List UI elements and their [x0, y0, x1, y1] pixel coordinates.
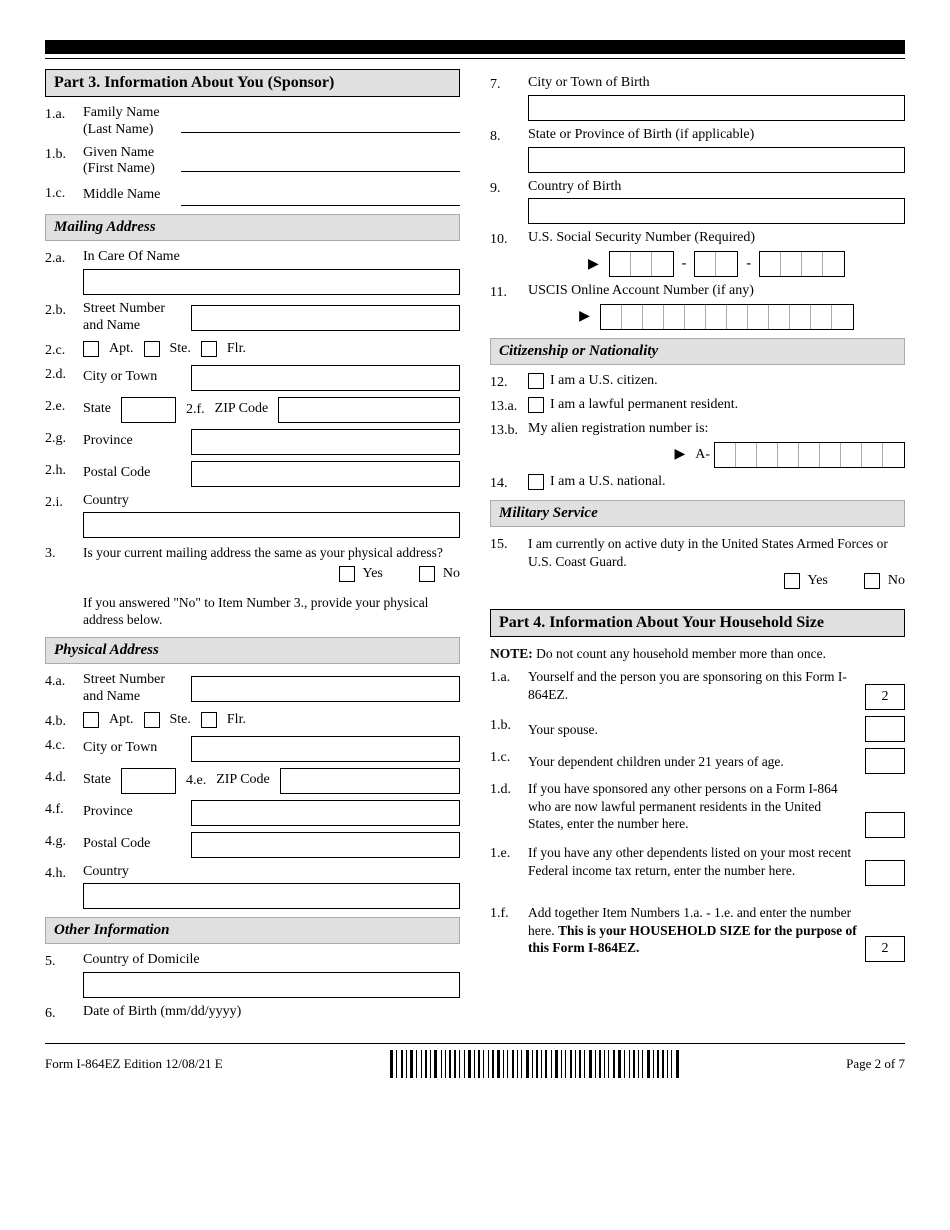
input-in-care-of[interactable]: [83, 269, 460, 295]
row-1c: 1.c. Middle Name: [45, 184, 460, 206]
part3-header: Part 3. Information About You (Sponsor): [45, 69, 460, 97]
input-phys-country[interactable]: [83, 883, 460, 909]
checkbox-flr[interactable]: [201, 341, 217, 357]
top-black-bar: [45, 40, 905, 54]
input-birth-country[interactable]: [528, 198, 905, 224]
input-country[interactable]: [83, 512, 460, 538]
label-middle-name: Middle Name: [83, 187, 173, 204]
top-thin-rule: [45, 58, 905, 59]
checkbox-lpr[interactable]: [528, 397, 544, 413]
checkbox-q3-no[interactable]: [419, 566, 435, 582]
household-1d-value[interactable]: [865, 812, 905, 838]
label-given-name: Given Name (First Name): [83, 145, 173, 179]
input-province[interactable]: [191, 429, 460, 455]
part4-header: Part 4. Information About Your Household…: [490, 609, 905, 637]
input-postal-code[interactable]: [191, 461, 460, 487]
part4-note: NOTE: Do not count any household member …: [490, 645, 905, 663]
checkbox-phys-apt[interactable]: [83, 712, 99, 728]
input-given-name[interactable]: [181, 150, 460, 172]
footer-page-number: Page 2 of 7: [846, 1056, 905, 1072]
q3-text: Is your current mailing address the same…: [83, 544, 460, 562]
checkbox-apt[interactable]: [83, 341, 99, 357]
arrow-icon: ▶: [579, 308, 590, 325]
right-column: 7. City or Town of Birth 8. State or Pro…: [490, 69, 905, 1028]
household-1b-value[interactable]: [865, 716, 905, 742]
other-info-header: Other Information: [45, 917, 460, 944]
checkbox-military-yes[interactable]: [784, 573, 800, 589]
physical-address-header: Physical Address: [45, 637, 460, 664]
input-zip[interactable]: [278, 397, 460, 423]
label-in-care-of: In Care Of Name: [83, 249, 460, 266]
checkbox-ste[interactable]: [144, 341, 160, 357]
q3-note: If you answered "No" to Item Number 3., …: [83, 594, 460, 629]
uscis-field[interactable]: ▶: [528, 304, 905, 330]
input-birth-city[interactable]: [528, 95, 905, 121]
input-state[interactable]: [121, 397, 176, 423]
input-city[interactable]: [191, 365, 460, 391]
checkbox-us-national[interactable]: [528, 474, 544, 490]
household-1c-value[interactable]: [865, 748, 905, 774]
row-1b: 1.b. Given Name (First Name): [45, 145, 460, 179]
input-phys-state[interactable]: [121, 768, 176, 794]
footer-form-id: Form I-864EZ Edition 12/08/21 E: [45, 1056, 223, 1072]
checkbox-phys-flr[interactable]: [201, 712, 217, 728]
household-1f-text: Add together Item Numbers 1.a. - 1.e. an…: [528, 904, 857, 957]
checkbox-us-citizen[interactable]: [528, 373, 544, 389]
ssn-field[interactable]: ▶ - -: [528, 251, 905, 277]
label-family-name: Family Name (Last Name): [83, 105, 173, 139]
label-street: Street Number and Name: [83, 301, 183, 335]
label-city: City or Town: [83, 369, 183, 386]
arrow-icon: ▶: [674, 446, 685, 463]
arrow-icon: ▶: [588, 256, 599, 273]
input-phys-street[interactable]: [191, 676, 460, 702]
checkbox-q3-yes[interactable]: [339, 566, 355, 582]
left-column: Part 3. Information About You (Sponsor) …: [45, 69, 460, 1028]
household-1a-value[interactable]: 2: [865, 684, 905, 710]
citizenship-header: Citizenship or Nationality: [490, 338, 905, 365]
input-middle-name[interactable]: [181, 184, 460, 206]
input-phys-zip[interactable]: [280, 768, 460, 794]
num-1a: 1.a.: [45, 105, 83, 123]
barcode-icon: [390, 1050, 679, 1078]
checkbox-phys-ste[interactable]: [144, 712, 160, 728]
checkbox-military-no[interactable]: [864, 573, 880, 589]
military-header: Military Service: [490, 500, 905, 527]
input-domicile[interactable]: [83, 972, 460, 998]
input-birth-state[interactable]: [528, 147, 905, 173]
input-family-name[interactable]: [181, 111, 460, 133]
input-phys-city[interactable]: [191, 736, 460, 762]
input-phys-postal[interactable]: [191, 832, 460, 858]
row-1a: 1.a. Family Name (Last Name): [45, 105, 460, 139]
alien-number-field[interactable]: ▶ A-: [528, 442, 905, 468]
mailing-address-header: Mailing Address: [45, 214, 460, 241]
page-footer: Form I-864EZ Edition 12/08/21 E Page 2 o…: [45, 1043, 905, 1078]
household-1e-value[interactable]: [865, 860, 905, 886]
input-street[interactable]: [191, 305, 460, 331]
input-phys-province[interactable]: [191, 800, 460, 826]
household-total-value[interactable]: 2: [865, 936, 905, 962]
